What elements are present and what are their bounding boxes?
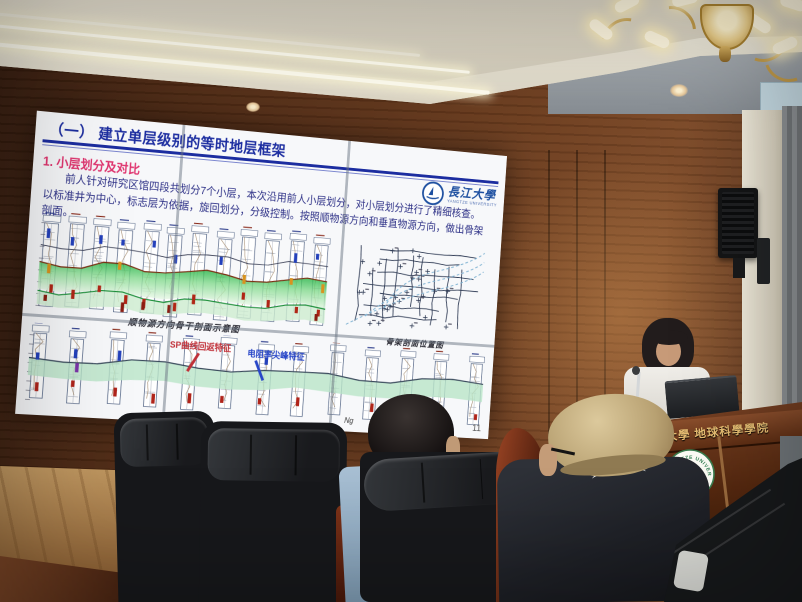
microphone (632, 366, 640, 375)
chair-headrest (119, 416, 209, 468)
figure-cross-section-top (32, 207, 334, 329)
wall-seam (604, 150, 606, 440)
video-wall-screen: （一） 建立单层级别的等时地层框架 長江大學 YANGTZE UNIVERSIT… (15, 110, 508, 440)
recessed-downlight (670, 84, 688, 97)
chandelier-finial (719, 46, 731, 62)
slide-page-number: 11 (471, 423, 482, 435)
gold-chandelier (587, 0, 802, 91)
chandelier-lamp (671, 0, 699, 8)
figure-well-location-map (338, 232, 491, 341)
wall-seam (548, 150, 550, 440)
audience-member-face (539, 444, 557, 476)
wall-mount-device (757, 238, 770, 284)
presenter-hair-fringe (650, 330, 688, 345)
chandelier-lamp (778, 0, 802, 13)
recessed-downlight (246, 102, 260, 112)
speaker-bracket (733, 258, 745, 278)
leather-chair (198, 420, 348, 602)
chandelier-lamp (612, 0, 642, 15)
strat-unit-label: Ng (343, 416, 354, 426)
wall-speaker (718, 188, 758, 258)
chair-headrest (207, 428, 341, 482)
presentation-slide: （一） 建立单层级别的等时地层框架 長江大學 YANGTZE UNIVERSIT… (15, 110, 508, 440)
wall-seam (576, 150, 578, 440)
